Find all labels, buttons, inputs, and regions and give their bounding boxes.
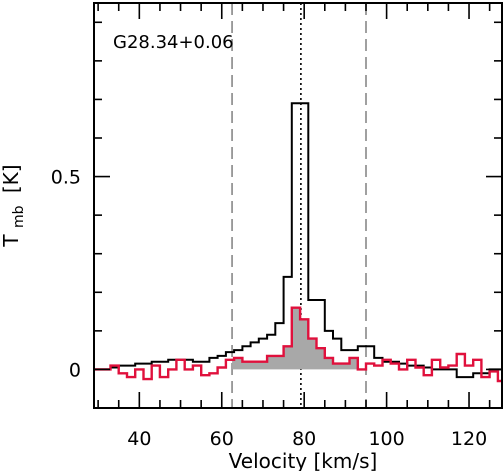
y-axis-title: T mb [K] xyxy=(0,164,28,247)
plot-frame xyxy=(93,2,503,409)
series-line-1 xyxy=(94,102,502,379)
y-tick-label: 0 xyxy=(69,359,81,381)
x-tick-label: 60 xyxy=(210,428,234,450)
axis-ticks: 40 60 80 100 120 0 0.5 xyxy=(51,3,502,450)
y-tick-label: 0.5 xyxy=(51,167,81,189)
source-label: G28.34+0.06 xyxy=(113,32,234,53)
series-line-2 xyxy=(94,306,502,383)
x-tick-label: 100 xyxy=(368,428,404,450)
x-tick-label: 80 xyxy=(292,428,316,450)
y-axis-title-unit: [K] xyxy=(0,164,23,193)
x-tick-label: 40 xyxy=(127,428,151,450)
y-axis-title-sub: mb xyxy=(11,205,27,228)
x-tick-label: 120 xyxy=(451,428,487,450)
integrated-emission-fill xyxy=(232,307,366,370)
x-axis-title: Velocity [km/s] xyxy=(229,449,378,471)
y-axis-title-main: T xyxy=(0,234,23,248)
velocity-guides xyxy=(231,3,367,408)
